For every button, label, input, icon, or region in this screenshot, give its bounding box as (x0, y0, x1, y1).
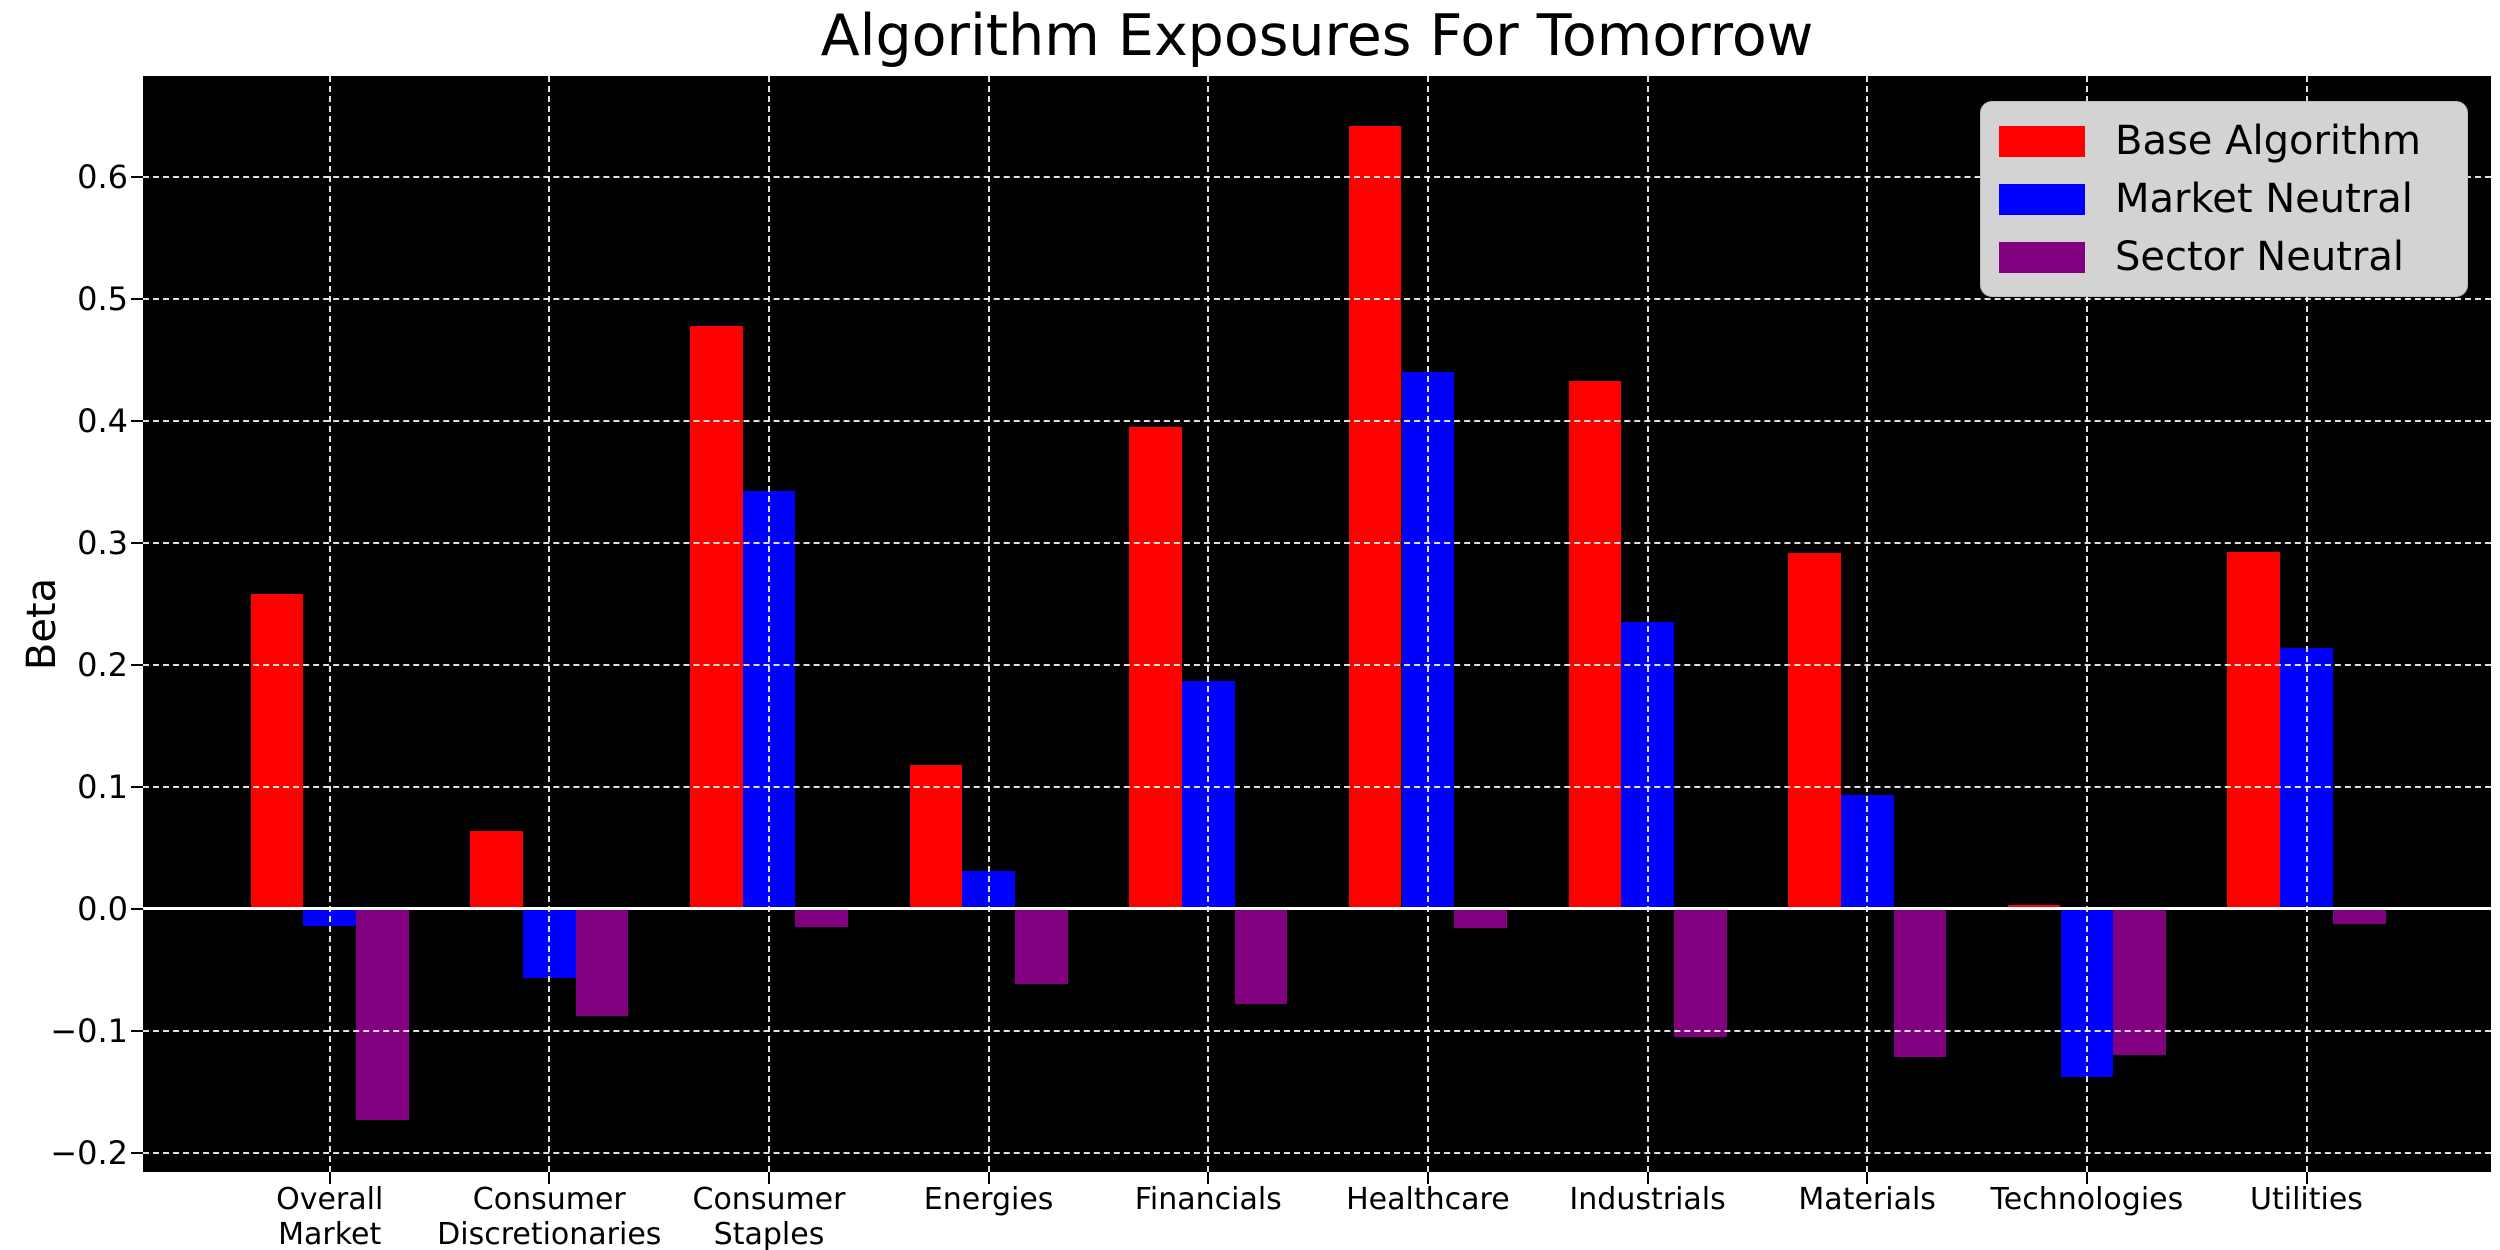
x-gridline (2305, 76, 2308, 1172)
x-tick-label: Consumer Discretionaries (437, 1182, 662, 1250)
bar-sector-neutral (1673, 908, 1727, 1037)
x-tick-label: Healthcare (1346, 1182, 1510, 1217)
y-tick-label: −0.1 (50, 1011, 128, 1050)
x-tick-mark (768, 1172, 770, 1184)
bar-base-algorithm (1348, 126, 1402, 909)
x-tick-label: Industrials (1569, 1182, 1726, 1217)
bar-base-algorithm (2007, 905, 2061, 909)
legend-item: Base Algorithm (1999, 112, 2467, 170)
legend-swatch-base-algorithm (1999, 125, 2085, 157)
x-tick-mark (1866, 1172, 1869, 1184)
bar-base-algorithm (1568, 380, 1622, 909)
x-tick-label: Financials (1134, 1182, 1282, 1217)
legend-item-label: Base Algorithm (2115, 118, 2422, 164)
y-tick-mark (131, 907, 143, 910)
y-tick-mark (131, 1151, 143, 1154)
legend: Base Algorithm Market Neutral Sector Neutr… (1980, 101, 2468, 297)
x-tick-mark (2085, 1172, 2088, 1184)
x-gridline (1646, 76, 1649, 1172)
y-gridline (143, 663, 2491, 666)
bar-base-algorithm (470, 830, 523, 909)
x-gridline (1866, 76, 1869, 1172)
x-gridline (2085, 76, 2088, 1172)
bar-base-algorithm (909, 764, 963, 909)
y-tick-mark (131, 785, 143, 788)
x-tick-label: Overall Market (276, 1182, 384, 1250)
bar-base-algorithm (2227, 551, 2281, 909)
y-gridline (143, 1029, 2491, 1032)
legend-swatch-market-neutral (1999, 183, 2085, 215)
y-tick-mark (131, 298, 143, 301)
x-tick-label: Utilities (2250, 1182, 2363, 1217)
bar-sector-neutral (1454, 908, 1507, 929)
x-gridline (328, 76, 331, 1172)
y-gridline (143, 176, 2491, 179)
y-tick-label: 0.5 (77, 280, 128, 319)
x-tick-label: Energies (923, 1182, 1054, 1217)
y-tick-label: −0.2 (50, 1133, 128, 1172)
bar-sector-neutral (1893, 908, 1947, 1058)
y-tick-mark (131, 663, 143, 666)
legend-item: Sector Neutral (1999, 228, 2467, 286)
y-tick-label: 0.3 (77, 523, 128, 562)
y-tick-mark (131, 541, 143, 544)
legend-item-label: Market Neutral (2115, 176, 2413, 222)
y-tick-label: 0.1 (77, 767, 128, 806)
x-tick-mark (987, 1172, 990, 1184)
y-gridline (143, 785, 2491, 788)
x-tick-label: Technologies (1990, 1182, 2184, 1217)
bar-sector-neutral (1234, 908, 1288, 1004)
bar-base-algorithm (1129, 427, 1182, 909)
y-gridline (143, 420, 2491, 422)
y-tick-mark (131, 176, 143, 179)
y-tick-mark (131, 1029, 143, 1032)
legend-item: Market Neutral (1999, 170, 2467, 228)
bar-sector-neutral (2332, 908, 2386, 925)
chart-title: Algorithm Exposures For Tomorrow (820, 3, 1814, 69)
x-gridline (768, 76, 770, 1172)
bar-sector-neutral (575, 908, 629, 1016)
bar-base-algorithm (689, 325, 743, 909)
x-tick-mark (1426, 1172, 1429, 1184)
bar-sector-neutral (356, 908, 409, 1120)
y-tick-mark (131, 420, 143, 422)
bar-sector-neutral (2113, 908, 2166, 1055)
x-tick-mark (1646, 1172, 1649, 1184)
x-gridline (987, 76, 990, 1172)
y-tick-label: 0.6 (77, 158, 128, 197)
y-tick-label: 0.2 (77, 645, 128, 684)
bar-sector-neutral (795, 908, 848, 927)
y-gridline (143, 1151, 2491, 1154)
bar-base-algorithm (250, 594, 304, 909)
y-tick-label: 0.0 (77, 889, 128, 928)
y-tick-label: 0.4 (77, 402, 128, 440)
legend-swatch-sector-neutral (1999, 241, 2085, 273)
x-tick-label: Materials (1798, 1182, 1936, 1217)
x-gridline (1207, 76, 1210, 1172)
y-gridline (143, 298, 2491, 301)
x-tick-mark (1207, 1172, 1210, 1184)
x-tick-label: Consumer Staples (692, 1182, 846, 1250)
x-tick-mark (328, 1172, 331, 1184)
x-tick-mark (548, 1172, 551, 1184)
bar-base-algorithm (1788, 552, 1841, 909)
x-tick-mark (2305, 1172, 2308, 1184)
zero-line (143, 907, 2491, 911)
x-gridline (548, 76, 551, 1172)
y-gridline (143, 541, 2491, 544)
legend-item-label: Sector Neutral (2115, 234, 2404, 280)
bar-sector-neutral (1015, 908, 1068, 985)
x-gridline (1426, 76, 1429, 1172)
